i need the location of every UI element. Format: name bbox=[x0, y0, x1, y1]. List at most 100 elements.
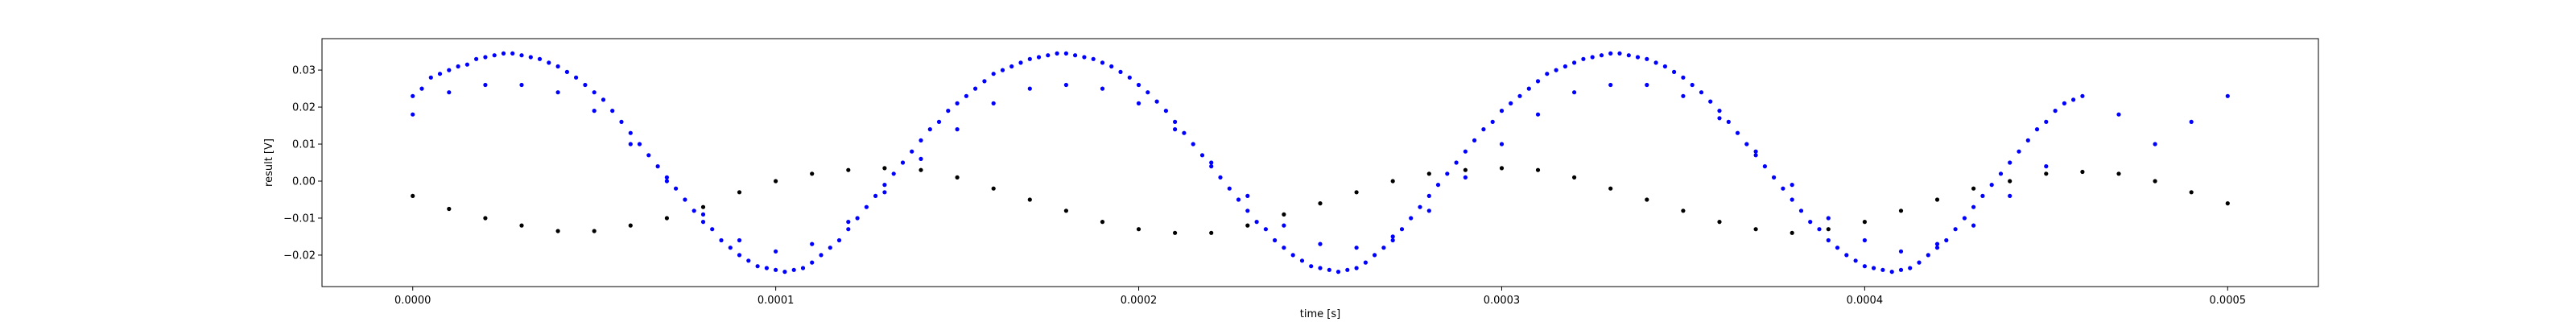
data-point bbox=[1572, 60, 1577, 65]
data-point bbox=[1254, 220, 1259, 225]
data-point bbox=[555, 90, 560, 95]
data-point bbox=[1027, 56, 1032, 61]
data-point bbox=[910, 149, 914, 154]
data-point bbox=[1735, 130, 1740, 135]
data-point bbox=[1545, 72, 1550, 76]
data-point bbox=[601, 97, 606, 102]
data-point bbox=[1934, 197, 1940, 202]
data-point bbox=[836, 237, 842, 243]
data-point bbox=[1309, 264, 1314, 269]
data-point bbox=[1898, 249, 1904, 254]
data-point bbox=[782, 270, 787, 275]
data-point bbox=[1173, 230, 1178, 235]
data-point bbox=[2153, 142, 2157, 147]
data-point bbox=[1572, 90, 1577, 95]
y-tick-label: −0.01 bbox=[283, 213, 316, 225]
data-point bbox=[1753, 153, 1758, 158]
data-point bbox=[2071, 97, 2076, 102]
data-point bbox=[1335, 270, 1341, 275]
data-point bbox=[1653, 60, 1658, 65]
data-point bbox=[1018, 60, 1023, 65]
data-point bbox=[991, 72, 996, 76]
data-point bbox=[1063, 82, 1068, 88]
x-tick-label: 0.0003 bbox=[1484, 295, 1521, 307]
data-point bbox=[1980, 193, 1985, 198]
data-point bbox=[1027, 197, 1032, 202]
data-point bbox=[1926, 253, 1930, 258]
data-point bbox=[1163, 109, 1168, 114]
data-point bbox=[1989, 183, 1994, 188]
data-point bbox=[1681, 208, 1686, 213]
data-point bbox=[1790, 230, 1794, 235]
data-point bbox=[1227, 186, 1232, 191]
data-point bbox=[437, 72, 443, 76]
data-point bbox=[637, 142, 642, 147]
data-point bbox=[1173, 127, 1178, 132]
data-point bbox=[964, 93, 968, 98]
data-point bbox=[483, 55, 488, 60]
data-point bbox=[1127, 75, 1132, 80]
data-point bbox=[919, 156, 923, 161]
data-point bbox=[419, 86, 424, 91]
data-point bbox=[628, 130, 633, 135]
data-point bbox=[510, 51, 515, 56]
data-point bbox=[2053, 109, 2058, 114]
data-point bbox=[774, 249, 778, 254]
data-point bbox=[483, 82, 488, 88]
data-point bbox=[664, 175, 670, 180]
data-point bbox=[1844, 253, 1849, 258]
data-point bbox=[1617, 51, 1622, 56]
data-point bbox=[447, 90, 452, 95]
data-point bbox=[1245, 193, 1250, 198]
data-point bbox=[1154, 99, 1159, 104]
data-point bbox=[655, 164, 660, 169]
data-point bbox=[1554, 68, 1558, 72]
data-point bbox=[547, 60, 551, 65]
data-point bbox=[1872, 266, 1876, 270]
data-point bbox=[819, 253, 824, 258]
data-point bbox=[900, 160, 906, 165]
data-point bbox=[664, 216, 670, 221]
data-point bbox=[1209, 230, 1214, 235]
y-tick-label: 0.01 bbox=[292, 139, 316, 151]
data-point bbox=[1435, 183, 1441, 188]
plot-frame bbox=[321, 38, 2319, 287]
data-point bbox=[464, 62, 470, 67]
data-point bbox=[1835, 246, 1840, 250]
data-point bbox=[946, 109, 951, 114]
data-point bbox=[1753, 149, 1758, 154]
data-point bbox=[2116, 112, 2121, 117]
data-point bbox=[1717, 109, 1722, 114]
data-point bbox=[564, 69, 570, 74]
data-point bbox=[737, 237, 742, 243]
data-point bbox=[1373, 253, 1377, 258]
data-point bbox=[700, 204, 706, 209]
data-point bbox=[2189, 119, 2194, 124]
data-point bbox=[1100, 220, 1105, 225]
data-point bbox=[2044, 164, 2049, 169]
data-point bbox=[1472, 138, 1477, 142]
data-point bbox=[1535, 167, 1541, 172]
data-point bbox=[1463, 149, 1468, 154]
data-point bbox=[1535, 79, 1541, 84]
data-point bbox=[1953, 227, 1958, 232]
data-point bbox=[1082, 55, 1087, 60]
data-point bbox=[1327, 267, 1331, 272]
data-point bbox=[501, 51, 506, 56]
data-point bbox=[1880, 267, 1885, 272]
data-point bbox=[1136, 227, 1141, 232]
data-point bbox=[1146, 90, 1150, 95]
data-point bbox=[2044, 171, 2049, 176]
data-point bbox=[1490, 119, 1495, 124]
data-point bbox=[683, 197, 687, 202]
data-point bbox=[1390, 234, 1395, 239]
data-point bbox=[1354, 266, 1359, 270]
x-tick-label: 0.0005 bbox=[2210, 295, 2247, 307]
data-point bbox=[810, 171, 815, 176]
data-point bbox=[1136, 101, 1141, 105]
data-point bbox=[1717, 116, 1722, 121]
data-point bbox=[1690, 82, 1695, 88]
data-point bbox=[447, 206, 452, 212]
data-point bbox=[646, 153, 651, 158]
data-point bbox=[447, 68, 452, 72]
